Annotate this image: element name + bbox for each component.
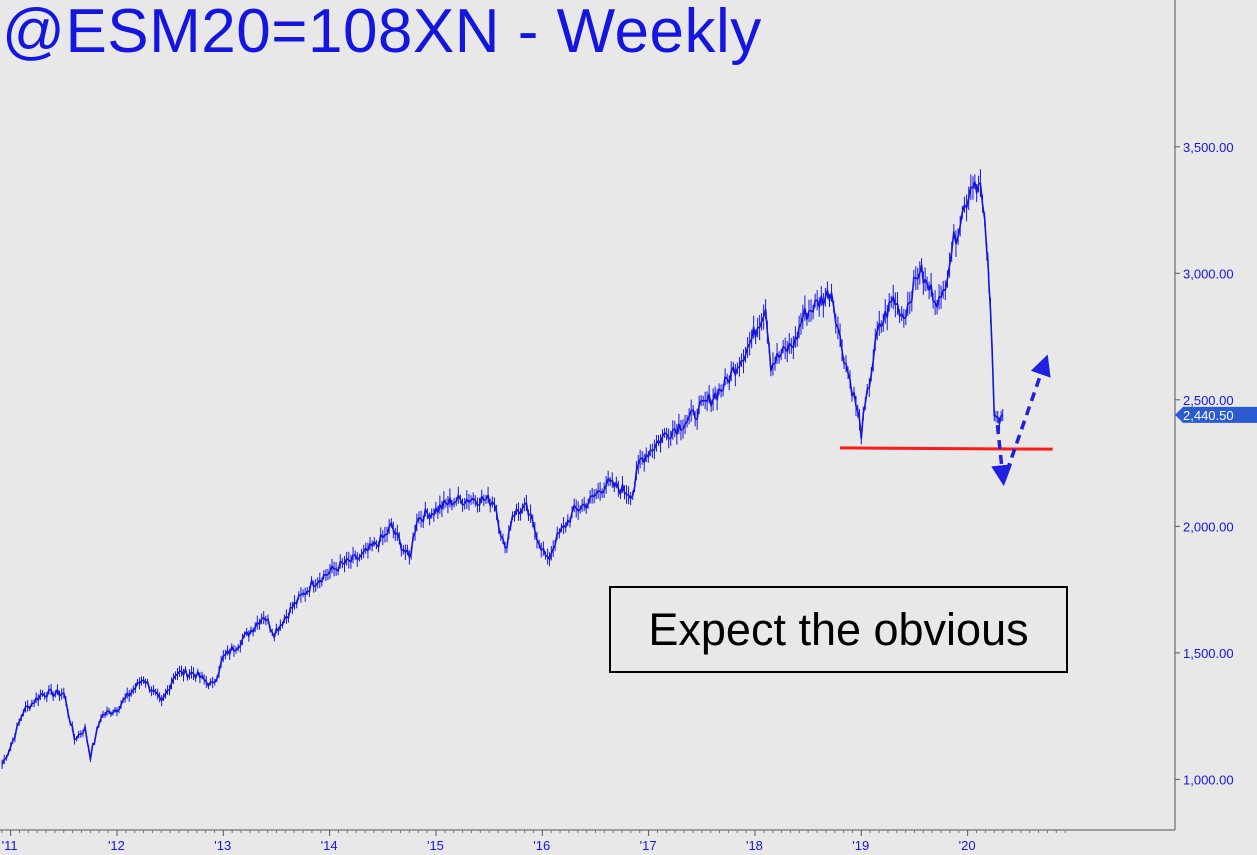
y-tick-label: 3,500.00 bbox=[1183, 140, 1234, 155]
x-tick-label: '14 bbox=[321, 838, 338, 853]
y-tick-label: 2,000.00 bbox=[1183, 519, 1234, 534]
chart-title: @ESM20=108XN - Weekly bbox=[2, 0, 762, 66]
y-tick-label: 1,000.00 bbox=[1183, 772, 1234, 787]
x-tick-label: '17 bbox=[640, 838, 657, 853]
x-tick-label: '18 bbox=[746, 838, 763, 853]
annotation-box: Expect the obvious bbox=[609, 586, 1068, 673]
last-price-badge bbox=[1175, 406, 1257, 423]
x-tick-label: '16 bbox=[533, 838, 550, 853]
y-tick-label: 3,000.00 bbox=[1183, 266, 1234, 281]
price-line-layer bbox=[1, 169, 1004, 770]
x-axis-ticks: '11 '12 '13 '14 '15 '16 '17 '18 '19 '20 bbox=[1, 830, 1066, 853]
last-price-marker: 2,440.50 bbox=[1175, 406, 1257, 423]
projection-arrow-down bbox=[991, 424, 1013, 487]
x-tick-label: '13 bbox=[214, 838, 231, 853]
x-tick-label: '15 bbox=[427, 838, 444, 853]
last-price-label: 2,440.50 bbox=[1183, 408, 1234, 423]
x-tick-label: '11 bbox=[2, 838, 18, 853]
x-tick-label: '19 bbox=[852, 838, 869, 853]
y-axis-ticks: 1,000.00 1,500.00 2,000.00 2,500.00 3,000.00… bbox=[1175, 140, 1234, 787]
price-series-line bbox=[1, 180, 1004, 765]
support-line bbox=[840, 446, 1053, 451]
y-tick-label: 2,500.00 bbox=[1183, 393, 1234, 408]
projection-arrow-up bbox=[1005, 354, 1051, 473]
x-tick-label: '12 bbox=[108, 838, 125, 853]
annotation-layer bbox=[840, 354, 1053, 487]
x-tick-label: '20 bbox=[959, 838, 976, 853]
y-tick-label: 1,500.00 bbox=[1183, 646, 1234, 661]
